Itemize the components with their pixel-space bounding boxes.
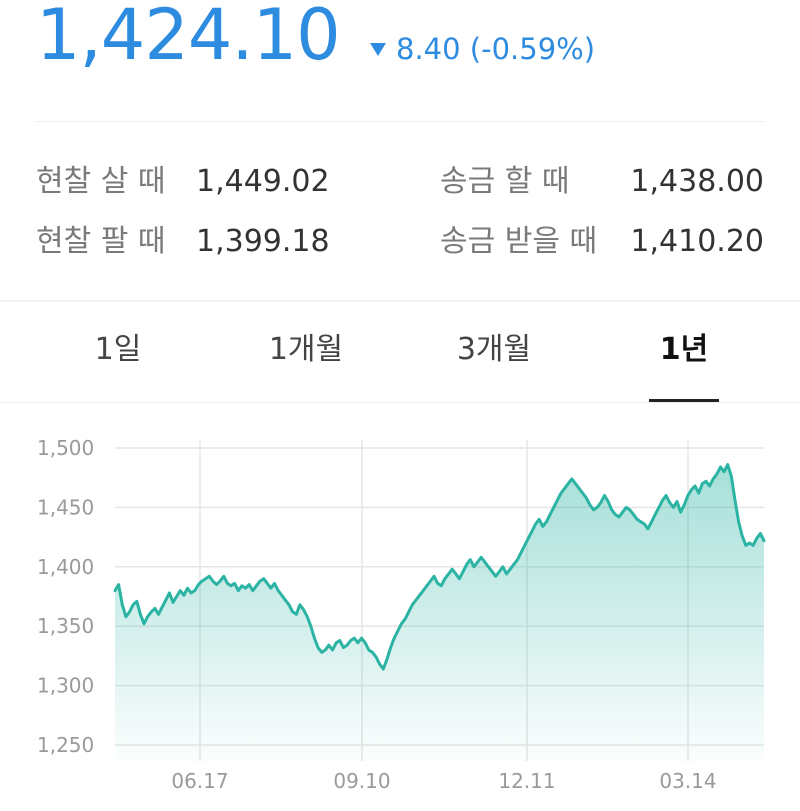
- receive-value: 1,410.20: [630, 224, 764, 259]
- x-tick-label: 03.14: [659, 769, 716, 793]
- tab-3-months[interactable]: 3개월: [456, 332, 532, 367]
- y-tick-label: 1,450: [37, 495, 94, 519]
- exchange-rate-chart[interactable]: 1,250 1,300 1,350 1,400 1,450 1,500 06.17 09.1…: [0, 403, 800, 811]
- exchange-rates-panel: 현찰 살 때 1,449.02 송금 할 때 1,438.00 현찰 팔 때 1…: [36, 160, 764, 280]
- section-divider: [0, 300, 800, 302]
- rate-row-1: 현찰 살 때 1,449.02 송금 할 때 1,438.00: [36, 160, 764, 220]
- current-price: 1,424.10: [36, 0, 341, 76]
- rate-row-2: 현찰 팔 때 1,399.18 송금 받을 때 1,410.20: [36, 220, 764, 280]
- down-triangle-icon: [370, 43, 386, 56]
- price-change-amount: 8.40: [396, 32, 461, 66]
- period-tabs: 1일 1개월 3개월 1년: [0, 302, 800, 402]
- price-change: 8.40 (-0.59%): [370, 31, 595, 67]
- tab-1-month[interactable]: 1개월: [268, 332, 344, 367]
- cash-sell-label: 현찰 팔 때: [36, 224, 166, 259]
- series-line: [113, 463, 766, 671]
- series-area: [115, 464, 764, 761]
- tabs-divider: [0, 402, 800, 403]
- x-tick-label: 09.10: [333, 769, 390, 793]
- chart-canvas: 1,250 1,300 1,350 1,400 1,450 1,500 06.17 09.1…: [37, 436, 766, 793]
- y-tick-label: 1,300: [37, 674, 94, 698]
- send-label: 송금 할 때: [440, 164, 570, 199]
- tab-1-year[interactable]: 1년: [659, 332, 709, 367]
- price-header: 1,424.10 8.40 (-0.59%): [36, 0, 776, 80]
- price-change-percent: (-0.59%): [469, 32, 596, 66]
- y-tick-label: 1,400: [37, 555, 94, 579]
- x-tick-label: 12.11: [498, 769, 555, 793]
- x-tick-label: 06.17: [171, 769, 228, 793]
- active-tab-indicator: [649, 399, 719, 402]
- receive-label: 송금 받을 때: [440, 224, 598, 259]
- cash-buy-label: 현찰 살 때: [36, 164, 166, 199]
- divider: [36, 121, 764, 122]
- cash-buy-value: 1,449.02: [196, 164, 330, 199]
- tab-1-day[interactable]: 1일: [94, 332, 142, 367]
- y-tick-label: 1,250: [37, 733, 94, 757]
- y-tick-label: 1,500: [37, 436, 94, 460]
- send-value: 1,438.00: [630, 164, 764, 199]
- y-tick-label: 1,350: [37, 614, 94, 638]
- cash-sell-value: 1,399.18: [196, 224, 330, 259]
